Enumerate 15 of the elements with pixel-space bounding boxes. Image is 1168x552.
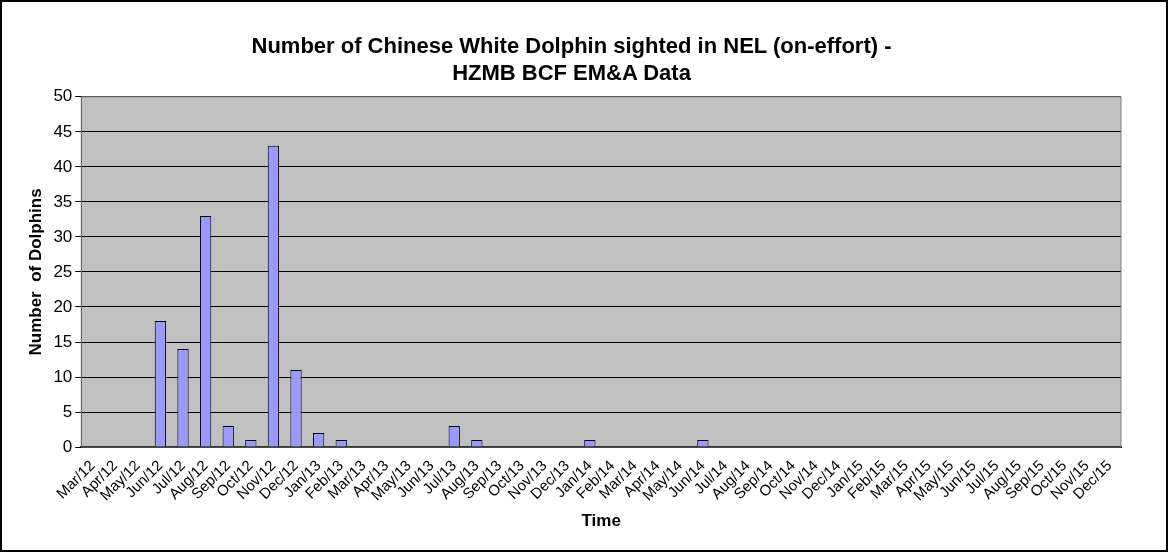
y-tick-label: 45	[53, 121, 73, 141]
y-tick-label: 50	[53, 86, 73, 106]
y-tick-label: 30	[53, 226, 73, 246]
text: HZMB BCF EM&A Data	[452, 59, 691, 85]
y-tick-label: 5	[62, 401, 73, 421]
text: Number of Chinese White Dolphin sighted in NEL (on-effort) -	[251, 33, 892, 59]
y-tick-label: 25	[53, 261, 73, 281]
y-tick-label: 0	[62, 436, 73, 456]
y-tick-label: 40	[53, 156, 73, 176]
x-axis-title: Time	[581, 511, 621, 531]
y-tick-label: 35	[53, 191, 73, 211]
y-tick-label: 15	[53, 331, 73, 351]
y-tick-label: 10	[53, 366, 73, 386]
y-axis-title: Number of Dolphins	[25, 188, 45, 356]
y-tick-label: 20	[53, 296, 73, 316]
